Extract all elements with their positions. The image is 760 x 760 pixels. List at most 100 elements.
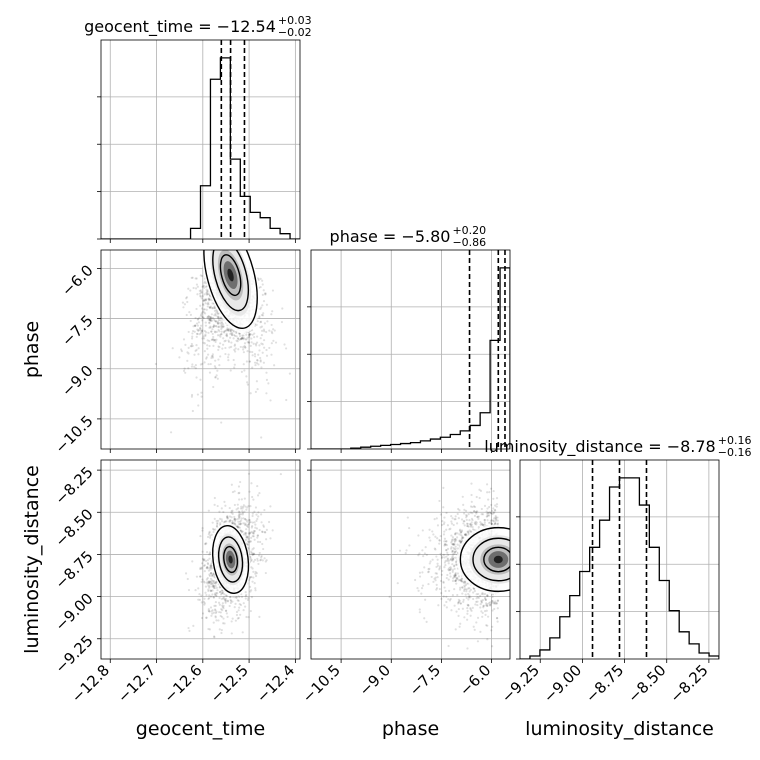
scatter-point	[251, 567, 254, 570]
scatter-point	[481, 523, 484, 527]
scatter-point	[218, 346, 221, 349]
scatter-point	[453, 540, 456, 543]
scatter-point	[187, 287, 190, 290]
scatter-point	[225, 335, 229, 338]
scatter-point	[274, 341, 278, 344]
scatter-point	[483, 610, 487, 613]
scatter-point	[209, 589, 212, 592]
scatter-point	[206, 567, 209, 570]
scatter-point	[246, 520, 249, 523]
scatter-point	[473, 521, 476, 524]
x-tick-label: −6.0	[456, 661, 494, 699]
scatter-point	[483, 518, 486, 522]
scatter-point	[256, 494, 260, 497]
scatter-point	[495, 497, 499, 500]
scatter-point	[218, 603, 221, 606]
scatter-point	[209, 319, 213, 323]
scatter-point	[239, 480, 242, 484]
scatter-point	[466, 618, 469, 621]
scatter-point	[494, 522, 497, 525]
scatter-point	[242, 517, 245, 520]
scatter-point	[443, 556, 446, 559]
scatter-point	[460, 529, 464, 532]
scatter-point	[220, 518, 223, 521]
scatter-point	[210, 338, 213, 341]
scatter-point	[212, 611, 215, 614]
scatter-point	[454, 538, 457, 541]
scatter-point	[206, 566, 209, 569]
scatter-point	[459, 540, 463, 544]
scatter-point	[209, 326, 212, 329]
scatter-point	[237, 520, 240, 523]
scatter-point	[210, 355, 213, 358]
scatter-point	[233, 366, 236, 369]
scatter-point	[191, 329, 195, 333]
scatter-point	[268, 346, 271, 350]
scatter-point	[217, 348, 220, 351]
scatter-point	[474, 511, 477, 514]
scatter-point	[495, 516, 498, 519]
scatter-point	[496, 516, 499, 519]
scatter-point	[464, 534, 468, 537]
scatter-point	[202, 341, 205, 344]
scatter-point	[236, 525, 239, 528]
scatter-point	[244, 532, 247, 536]
scatter-point	[236, 503, 239, 506]
scatter-point	[457, 601, 460, 604]
scatter-point	[438, 499, 441, 503]
scatter-point	[258, 316, 261, 319]
scatter-point	[228, 336, 232, 339]
scatter-point	[454, 547, 457, 551]
scatter-point	[449, 527, 452, 530]
scatter-point	[246, 535, 249, 538]
scatter-point	[207, 315, 210, 318]
scatter-point	[443, 537, 447, 540]
scatter-point	[206, 339, 209, 342]
scatter-point	[221, 602, 224, 605]
scatter-point	[488, 491, 491, 494]
scatter-point	[217, 318, 221, 322]
scatter-point	[446, 558, 449, 561]
scatter-point	[492, 601, 495, 604]
scatter-point	[211, 356, 215, 359]
scatter-point	[267, 382, 270, 385]
scatter-point	[200, 290, 203, 293]
scatter-point	[213, 309, 217, 312]
y-tick-label: −9.00	[51, 590, 96, 635]
scatter-point	[208, 306, 211, 309]
scatter-point	[252, 531, 256, 534]
scatter-point	[206, 290, 209, 293]
scatter-point	[204, 333, 207, 336]
scatter-point	[482, 524, 485, 527]
scatter-point	[450, 522, 454, 525]
scatter-point	[209, 564, 212, 567]
scatter-point	[451, 563, 454, 566]
scatter-point	[462, 598, 465, 601]
scatter-point	[243, 344, 246, 348]
scatter-point	[226, 327, 229, 330]
axes-frame	[310, 249, 511, 450]
scatter-point	[212, 584, 216, 588]
scatter-point	[238, 334, 242, 338]
scatter-point	[201, 319, 204, 322]
scatter-point	[486, 512, 489, 515]
scatter-point	[257, 562, 260, 566]
hist-step	[520, 477, 719, 659]
scatter-point	[253, 510, 256, 513]
scatter-point	[231, 617, 234, 620]
scatter-point	[247, 333, 251, 336]
y-axis-label: luminosity_distance	[21, 465, 43, 654]
scatter-point	[229, 599, 233, 603]
scatter-point	[202, 284, 205, 287]
scatter-point	[202, 558, 205, 562]
scatter-point	[221, 591, 224, 594]
scatter-point	[208, 585, 211, 588]
scatter-point	[225, 594, 228, 597]
scatter-point	[492, 520, 495, 523]
scatter-point	[214, 339, 217, 342]
scatter-point	[439, 534, 442, 538]
scatter-point	[204, 543, 207, 546]
scatter-point	[241, 337, 244, 340]
scatter-point	[453, 574, 456, 577]
scatter-point	[212, 385, 215, 389]
